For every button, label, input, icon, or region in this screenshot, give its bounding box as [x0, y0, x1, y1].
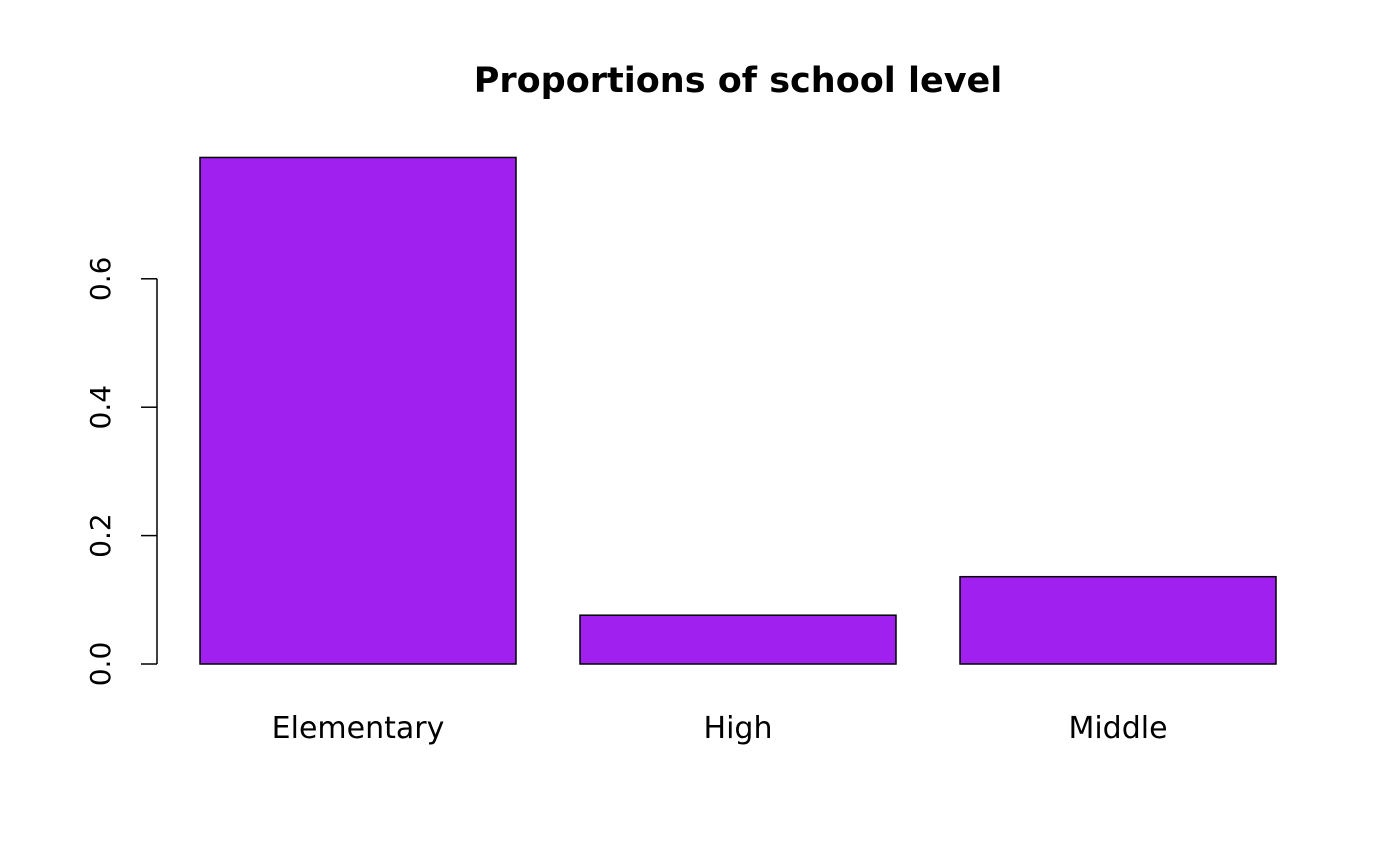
y-tick-label: 0.0 — [84, 642, 117, 687]
bars-group — [199, 156, 1277, 665]
x-tick-label-middle: Middle — [1068, 711, 1167, 746]
y-tick-label: 0.2 — [84, 513, 117, 558]
x-tick-label-high: High — [704, 711, 773, 746]
y-tick-label: 0.6 — [84, 257, 117, 302]
bar-elementary — [199, 156, 517, 665]
x-tick-label-elementary: Elementary — [272, 711, 445, 746]
y-axis: 0.0 0.2 0.4 0.6 — [84, 257, 158, 687]
chart-title: Proportions of school level — [474, 61, 1003, 101]
x-axis-labels: Elementary High Middle — [272, 711, 1168, 746]
bar-middle — [959, 575, 1277, 665]
y-tick-label: 0.4 — [84, 385, 117, 430]
bar-high — [579, 614, 897, 665]
